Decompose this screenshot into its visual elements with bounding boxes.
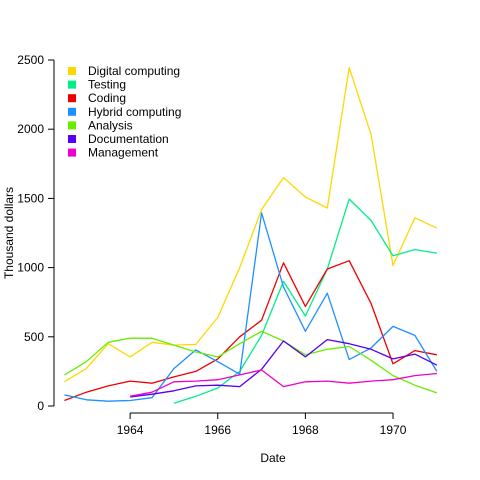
series-line-testing (173, 198, 438, 404)
x-tick-label: 1964 (117, 423, 144, 437)
legend-label-testing: Testing (88, 78, 126, 92)
series-line-management (129, 369, 437, 397)
legend-label-management: Management (88, 146, 159, 160)
x-axis: 1964 1966 1968 1970 (117, 412, 407, 437)
y-tick-label: 2500 (17, 53, 44, 67)
legend-label-documentation: Documentation (88, 132, 169, 146)
y-tick-label: 500 (24, 330, 44, 344)
legend-swatch-management (68, 148, 76, 157)
legend-swatch-coding (68, 94, 76, 103)
series-line-documentation (130, 338, 438, 398)
y-tick-label: 2000 (17, 122, 44, 136)
series-line-digital-computing (64, 66, 438, 383)
legend-swatch-documentation (68, 135, 76, 143)
x-tick-label: 1968 (292, 423, 319, 437)
legend-label-hybrid-computing: Hybrid computing (88, 105, 181, 119)
legend-label-coding: Coding (88, 91, 126, 105)
legend-swatch-analysis (68, 121, 76, 130)
series-line-analysis (64, 330, 438, 394)
legend-swatch-digital-computing (68, 67, 76, 75)
series-layer (64, 66, 438, 404)
legend-label-analysis: Analysis (88, 118, 133, 132)
x-tick-label: 1966 (204, 423, 231, 437)
series-line-hybrid-computing (64, 212, 438, 402)
x-axis-title: Date (260, 451, 286, 465)
y-axis: 0 500 1000 1500 2000 2500 (17, 53, 55, 413)
y-tick-label: 1000 (17, 261, 44, 275)
legend-swatch-testing (68, 80, 76, 89)
legend-label-digital-computing: Digital computing (88, 64, 180, 78)
y-axis-title: Thousand dollars (2, 187, 16, 279)
series-line-coding (64, 260, 438, 402)
y-tick-label: 1500 (17, 191, 44, 205)
legend-swatch-hybrid-computing (68, 107, 76, 116)
y-tick-label: 0 (37, 399, 44, 413)
x-tick-label: 1970 (380, 423, 407, 437)
